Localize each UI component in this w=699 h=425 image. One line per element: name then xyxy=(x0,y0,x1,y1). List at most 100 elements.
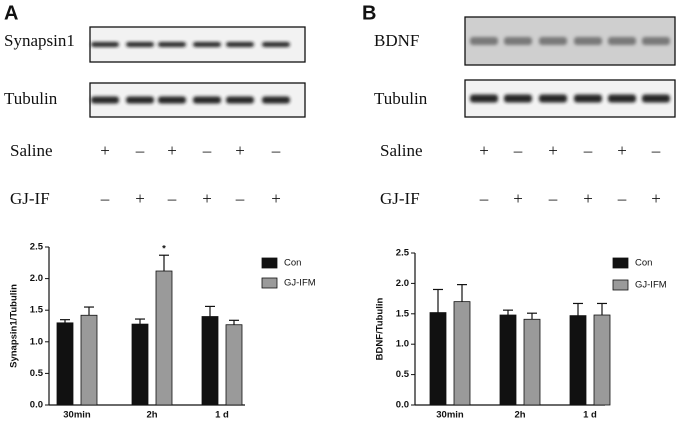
condition-sign: + xyxy=(479,141,489,160)
bar xyxy=(80,314,98,406)
condition-label: Saline xyxy=(380,141,423,160)
condition-sign: + xyxy=(513,189,523,208)
y-tick-label: 2.5 xyxy=(30,242,44,253)
x-tick-label: 1 d xyxy=(583,410,597,421)
blot-label: BDNF xyxy=(374,31,419,50)
legend-swatch xyxy=(261,257,278,269)
blot-band xyxy=(608,94,636,103)
blot-label: Synapsin1 xyxy=(4,31,75,50)
condition-sign: + xyxy=(583,189,593,208)
blot-box xyxy=(464,79,676,118)
condition-sign: – xyxy=(202,141,212,160)
condition-sign: + xyxy=(100,141,110,160)
bar xyxy=(523,318,541,406)
y-tick-label: 0.5 xyxy=(30,368,44,379)
condition-sign: – xyxy=(548,189,558,208)
blot-label: Tubulin xyxy=(4,89,58,108)
y-tick-label: 0.0 xyxy=(396,400,409,411)
condition-sign: – xyxy=(651,141,661,160)
blot-band xyxy=(504,37,532,45)
y-tick-label: 2.0 xyxy=(30,273,43,284)
panel-letter: A xyxy=(4,2,18,24)
condition-sign: + xyxy=(617,141,627,160)
condition-sign: + xyxy=(235,141,245,160)
bar xyxy=(569,315,587,406)
y-axis-label: BDNF/Tubulin xyxy=(375,298,386,361)
x-tick-label: 1 d xyxy=(215,410,229,421)
y-tick-label: 1.0 xyxy=(396,339,409,350)
bar xyxy=(225,324,243,406)
condition-sign: – xyxy=(167,189,177,208)
bar xyxy=(593,314,611,406)
bar xyxy=(155,270,173,406)
blot-band xyxy=(470,37,498,45)
blot-band xyxy=(504,94,532,103)
condition-sign: – xyxy=(479,189,489,208)
blot-band xyxy=(91,96,119,104)
blot-label: Tubulin xyxy=(374,89,428,108)
blot-band xyxy=(262,96,290,104)
condition-sign: – xyxy=(583,141,593,160)
blot-band xyxy=(126,96,154,104)
blot-band xyxy=(193,96,221,104)
blot-band xyxy=(126,42,154,47)
condition-label: GJ-IF xyxy=(380,189,420,208)
y-tick-label: 2.5 xyxy=(396,248,410,259)
y-tick-label: 0.5 xyxy=(396,369,410,380)
blot-band xyxy=(262,42,290,47)
bar xyxy=(201,316,219,406)
blot-band xyxy=(470,94,498,103)
condition-sign: + xyxy=(167,141,177,160)
legend-swatch xyxy=(261,277,278,289)
y-tick-label: 0.0 xyxy=(30,400,43,411)
condition-sign: – xyxy=(513,141,523,160)
y-tick-label: 1.0 xyxy=(30,336,43,347)
blot-band xyxy=(608,37,636,45)
bar xyxy=(453,301,471,406)
x-tick-label: 30min xyxy=(63,410,91,421)
condition-sign: + xyxy=(548,141,558,160)
blot-band xyxy=(226,42,254,47)
legend-swatch xyxy=(612,257,629,269)
blot-band xyxy=(642,94,670,103)
legend-label: Con xyxy=(635,258,652,269)
condition-label: GJ-IF xyxy=(10,189,50,208)
panel-letter: B xyxy=(362,2,376,24)
y-tick-label: 2.0 xyxy=(396,278,409,289)
x-tick-label: 2h xyxy=(146,410,157,421)
legend-label: GJ-IFM xyxy=(284,278,316,289)
y-tick-label: 1.5 xyxy=(30,305,44,316)
bar xyxy=(131,323,149,406)
blot-band xyxy=(91,42,119,47)
annotation: * xyxy=(162,244,166,255)
x-tick-label: 30min xyxy=(436,410,464,421)
condition-sign: + xyxy=(271,189,281,208)
legend-swatch xyxy=(612,279,629,291)
legend-label: GJ-IFM xyxy=(635,280,667,291)
blot-band xyxy=(539,94,567,103)
condition-sign: + xyxy=(135,189,145,208)
blot-band xyxy=(642,37,670,45)
blot-band xyxy=(226,96,254,104)
blot-band xyxy=(193,42,221,47)
condition-sign: + xyxy=(651,189,661,208)
x-tick-label: 2h xyxy=(514,410,525,421)
condition-sign: + xyxy=(202,189,212,208)
bar xyxy=(56,322,74,406)
blot-band xyxy=(574,37,602,45)
condition-sign: – xyxy=(271,141,281,160)
blot-band xyxy=(158,96,186,104)
bar xyxy=(429,312,447,406)
condition-sign: – xyxy=(617,189,627,208)
blot-band xyxy=(574,94,602,103)
blot-band xyxy=(158,42,186,47)
y-tick-label: 1.5 xyxy=(396,308,410,319)
condition-sign: – xyxy=(235,189,245,208)
bar xyxy=(499,314,517,406)
condition-sign: – xyxy=(135,141,145,160)
blot-band xyxy=(539,37,567,45)
condition-sign: – xyxy=(100,189,110,208)
condition-label: Saline xyxy=(10,141,53,160)
blot-box xyxy=(464,16,676,66)
